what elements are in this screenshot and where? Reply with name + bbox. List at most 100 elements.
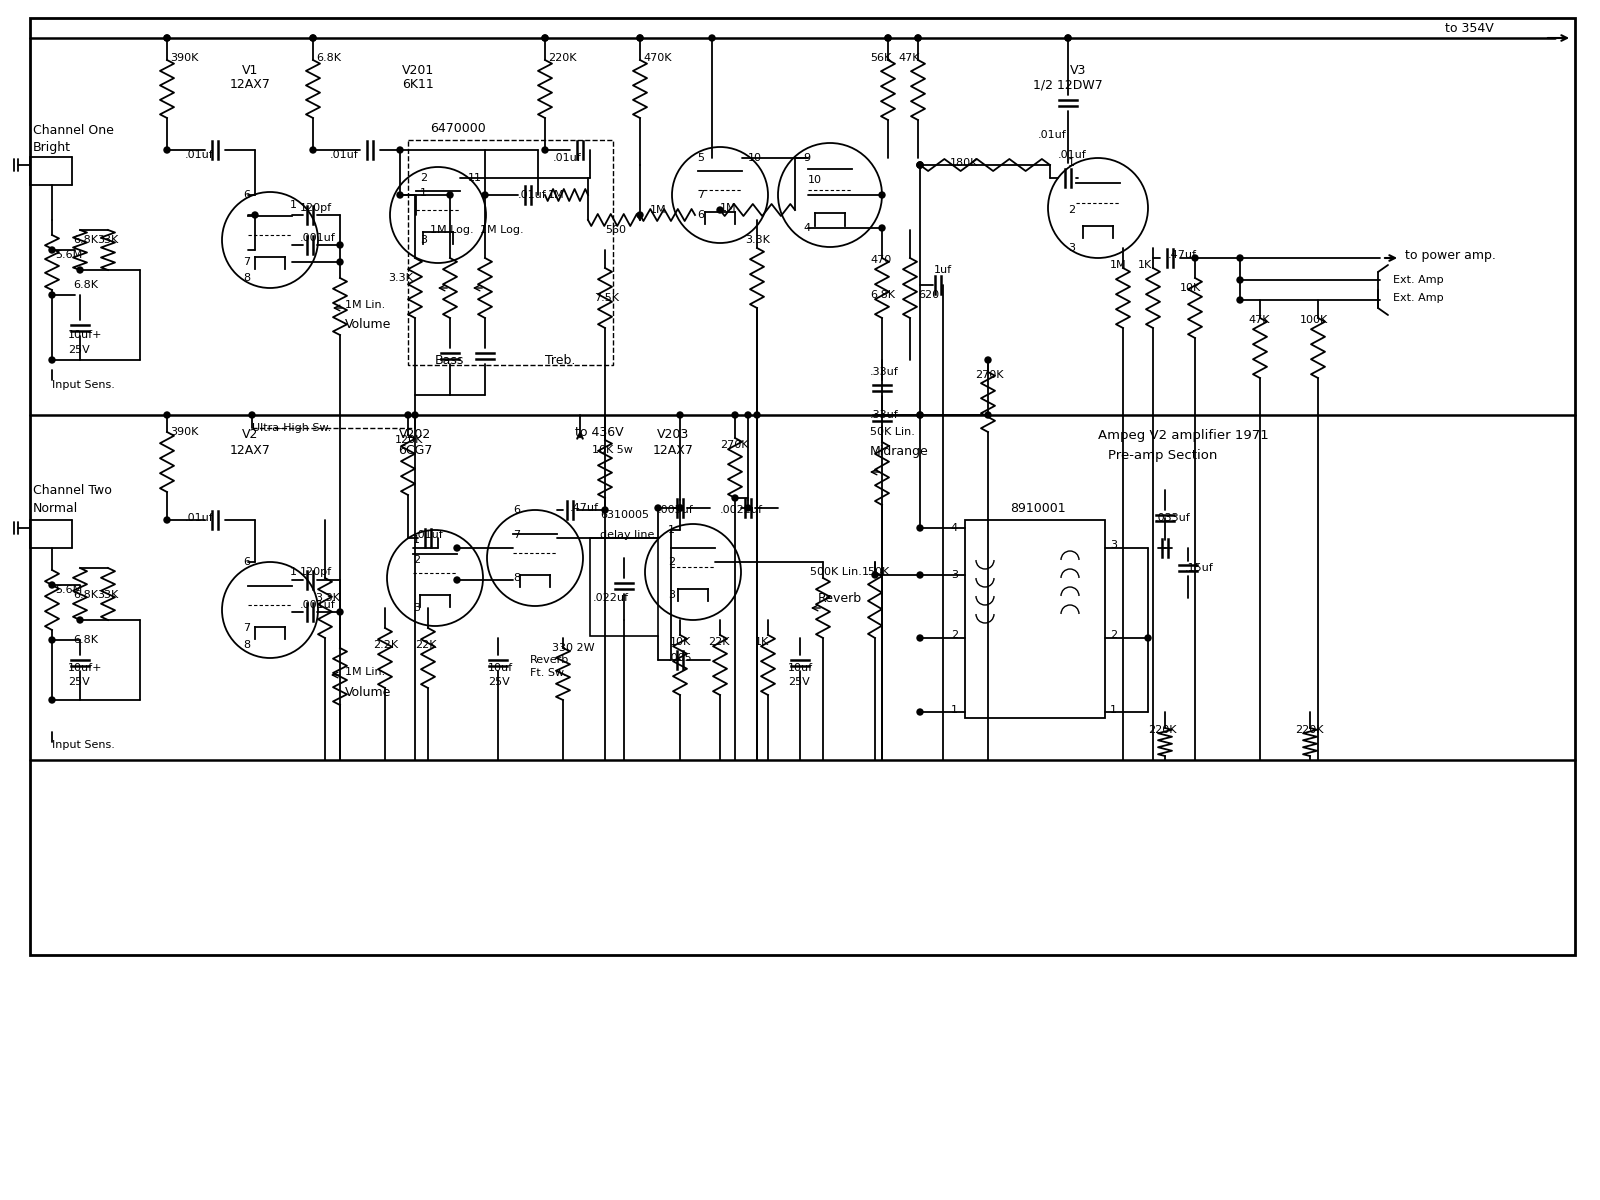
Text: 390K: 390K — [170, 427, 198, 437]
Circle shape — [677, 505, 683, 511]
Text: 1M Log.: 1M Log. — [430, 226, 474, 235]
Circle shape — [338, 259, 342, 265]
Text: .001uf: .001uf — [301, 233, 336, 242]
Text: 5.6M: 5.6M — [54, 584, 82, 595]
Text: 1: 1 — [950, 704, 958, 715]
Text: 1uf: 1uf — [934, 265, 952, 275]
Text: 6310005: 6310005 — [600, 510, 650, 520]
Text: 3: 3 — [669, 590, 675, 600]
Text: Ext. Amp: Ext. Amp — [1394, 293, 1443, 302]
Text: 390K: 390K — [170, 53, 198, 62]
Text: 2: 2 — [669, 557, 675, 566]
Text: Bass: Bass — [435, 354, 464, 366]
Text: Reverb: Reverb — [530, 655, 570, 665]
Text: Ft. Sw.: Ft. Sw. — [530, 668, 566, 678]
Text: 7: 7 — [514, 530, 520, 540]
Circle shape — [917, 162, 923, 168]
Text: 2: 2 — [1069, 205, 1075, 215]
Text: 1M: 1M — [1110, 260, 1126, 270]
Text: 2: 2 — [1110, 630, 1117, 640]
Circle shape — [746, 412, 750, 418]
Circle shape — [397, 146, 403, 152]
Text: 7: 7 — [243, 623, 250, 634]
Text: 5.6M: 5.6M — [54, 250, 82, 260]
Text: 470: 470 — [870, 254, 891, 265]
Circle shape — [917, 635, 923, 641]
Text: 10uf+: 10uf+ — [67, 330, 102, 340]
Circle shape — [917, 526, 923, 530]
Text: 1: 1 — [1110, 704, 1117, 715]
Text: 120pf: 120pf — [301, 203, 333, 214]
Text: .01uf: .01uf — [554, 152, 582, 163]
Text: 2: 2 — [413, 554, 421, 565]
Text: 3: 3 — [413, 602, 419, 613]
Text: 5: 5 — [698, 152, 704, 163]
Circle shape — [77, 617, 83, 623]
Text: 3: 3 — [1110, 540, 1117, 550]
Circle shape — [454, 577, 461, 583]
Text: .01uf: .01uf — [186, 514, 214, 523]
Circle shape — [637, 35, 643, 41]
Text: 6: 6 — [243, 190, 250, 200]
Text: 6: 6 — [514, 505, 520, 515]
Text: Midrange: Midrange — [870, 445, 928, 458]
Circle shape — [50, 582, 54, 588]
Text: Input Sens.: Input Sens. — [51, 740, 115, 750]
Text: V2: V2 — [242, 428, 258, 442]
Text: Ultra-High Sw.: Ultra-High Sw. — [253, 422, 331, 433]
Circle shape — [310, 35, 317, 41]
Text: 6K11: 6K11 — [402, 78, 434, 91]
Text: 620: 620 — [918, 290, 939, 300]
Text: 1: 1 — [290, 200, 298, 210]
Text: 270K: 270K — [974, 370, 1003, 380]
Text: 12AX7: 12AX7 — [653, 444, 693, 456]
Text: 1: 1 — [669, 526, 675, 535]
Text: 11: 11 — [467, 173, 482, 182]
Circle shape — [1192, 254, 1198, 260]
Circle shape — [917, 709, 923, 715]
Circle shape — [310, 146, 317, 152]
Circle shape — [709, 35, 715, 41]
Text: Channel Two: Channel Two — [34, 484, 112, 497]
Circle shape — [50, 247, 54, 253]
Circle shape — [310, 35, 317, 41]
Circle shape — [986, 412, 990, 418]
Text: 25V: 25V — [67, 346, 90, 355]
Text: 7: 7 — [243, 257, 250, 266]
Circle shape — [1066, 35, 1070, 41]
Circle shape — [542, 35, 547, 41]
Text: 6.8K: 6.8K — [870, 290, 894, 300]
Circle shape — [602, 506, 608, 514]
Text: 9: 9 — [803, 152, 810, 163]
Text: 33K: 33K — [98, 590, 118, 600]
Text: V3: V3 — [1070, 64, 1086, 77]
Circle shape — [917, 412, 923, 418]
Circle shape — [454, 545, 461, 551]
Text: 25V: 25V — [787, 677, 810, 686]
Text: 1: 1 — [290, 566, 298, 577]
Circle shape — [50, 358, 54, 362]
Text: V201: V201 — [402, 64, 434, 77]
Text: .0022uf: .0022uf — [720, 505, 763, 515]
Text: .01uf: .01uf — [186, 150, 214, 160]
Text: 6.8K: 6.8K — [74, 280, 98, 290]
Text: 3.3K: 3.3K — [746, 235, 770, 245]
Circle shape — [915, 35, 922, 41]
Circle shape — [733, 494, 738, 502]
Text: 180K: 180K — [950, 158, 978, 168]
Text: Reverb: Reverb — [818, 592, 862, 605]
Text: Ext. Amp: Ext. Amp — [1394, 275, 1443, 284]
Text: 6.8K: 6.8K — [74, 235, 98, 245]
Text: 3.3K: 3.3K — [387, 272, 413, 283]
Text: 470K: 470K — [643, 53, 672, 62]
Text: 8: 8 — [243, 640, 250, 650]
Text: 6470000: 6470000 — [430, 121, 486, 134]
Text: to 436V: to 436V — [574, 426, 624, 438]
Text: 100K: 100K — [1299, 314, 1328, 325]
Circle shape — [1237, 254, 1243, 260]
Circle shape — [654, 505, 661, 511]
Text: 10K: 10K — [670, 637, 691, 647]
Text: 220K: 220K — [1294, 725, 1323, 734]
Circle shape — [50, 637, 54, 643]
Circle shape — [917, 572, 923, 578]
